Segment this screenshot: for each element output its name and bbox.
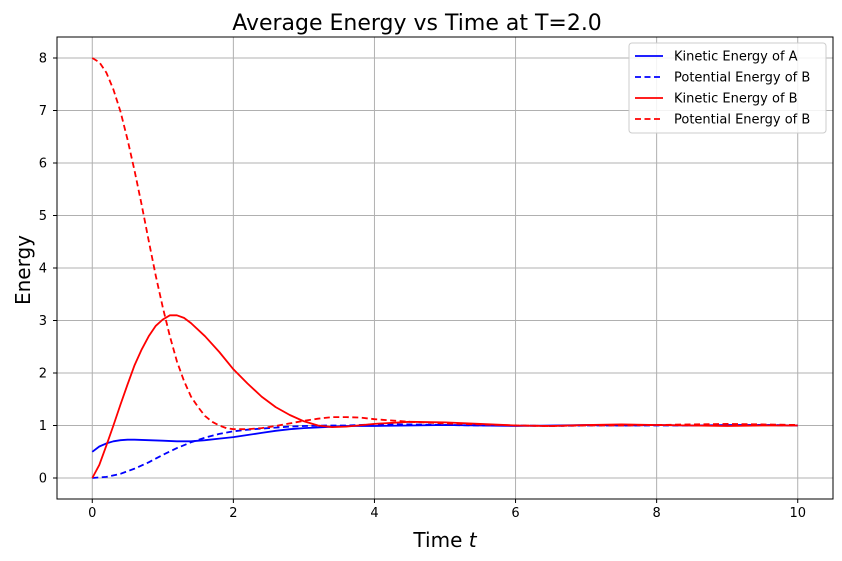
y-axis-label: Energy bbox=[11, 235, 35, 305]
legend: Kinetic Energy of A Potential Energy of B… bbox=[628, 42, 827, 134]
y-tick-label: 3 bbox=[39, 314, 47, 329]
y-tick-label: 5 bbox=[39, 209, 47, 224]
y-tick-label: 8 bbox=[39, 52, 47, 67]
chart-title: Average Energy vs Time at T=2.0 bbox=[232, 11, 602, 36]
y-tick-label: 2 bbox=[39, 367, 47, 382]
x-tick-label: 0 bbox=[88, 506, 96, 521]
series-line-1 bbox=[91, 424, 798, 453]
legend-label: Kinetic Energy of A bbox=[674, 50, 798, 65]
x-axis-label-text: Time bbox=[412, 528, 462, 552]
legend-label: Potential Energy of B bbox=[674, 113, 810, 128]
y-axis-ticks: 0 1 2 3 4 5 6 7 8 bbox=[39, 52, 57, 487]
series-line-2 bbox=[92, 423, 798, 479]
series-layer bbox=[91, 57, 798, 479]
legend-label: Potential Energy of B bbox=[674, 71, 810, 86]
y-tick-label: 1 bbox=[39, 419, 47, 434]
x-axis-label-variable: t bbox=[469, 528, 478, 552]
x-tick-label: 6 bbox=[511, 506, 519, 521]
y-tick-label: 0 bbox=[39, 472, 47, 487]
x-tick-label: 8 bbox=[652, 506, 660, 521]
series-line-3 bbox=[91, 314, 798, 479]
legend-label: Kinetic Energy of B bbox=[674, 92, 798, 107]
y-tick-label: 7 bbox=[39, 104, 47, 119]
x-axis-label: Time t bbox=[412, 528, 477, 552]
x-tick-label: 4 bbox=[370, 506, 378, 521]
x-tick-label: 2 bbox=[229, 506, 237, 521]
y-tick-label: 6 bbox=[39, 157, 47, 172]
x-tick-label: 10 bbox=[789, 506, 806, 521]
y-tick-label: 4 bbox=[39, 262, 47, 277]
x-axis-ticks: 0 2 4 6 8 10 bbox=[88, 499, 806, 521]
legend-box bbox=[628, 42, 827, 134]
